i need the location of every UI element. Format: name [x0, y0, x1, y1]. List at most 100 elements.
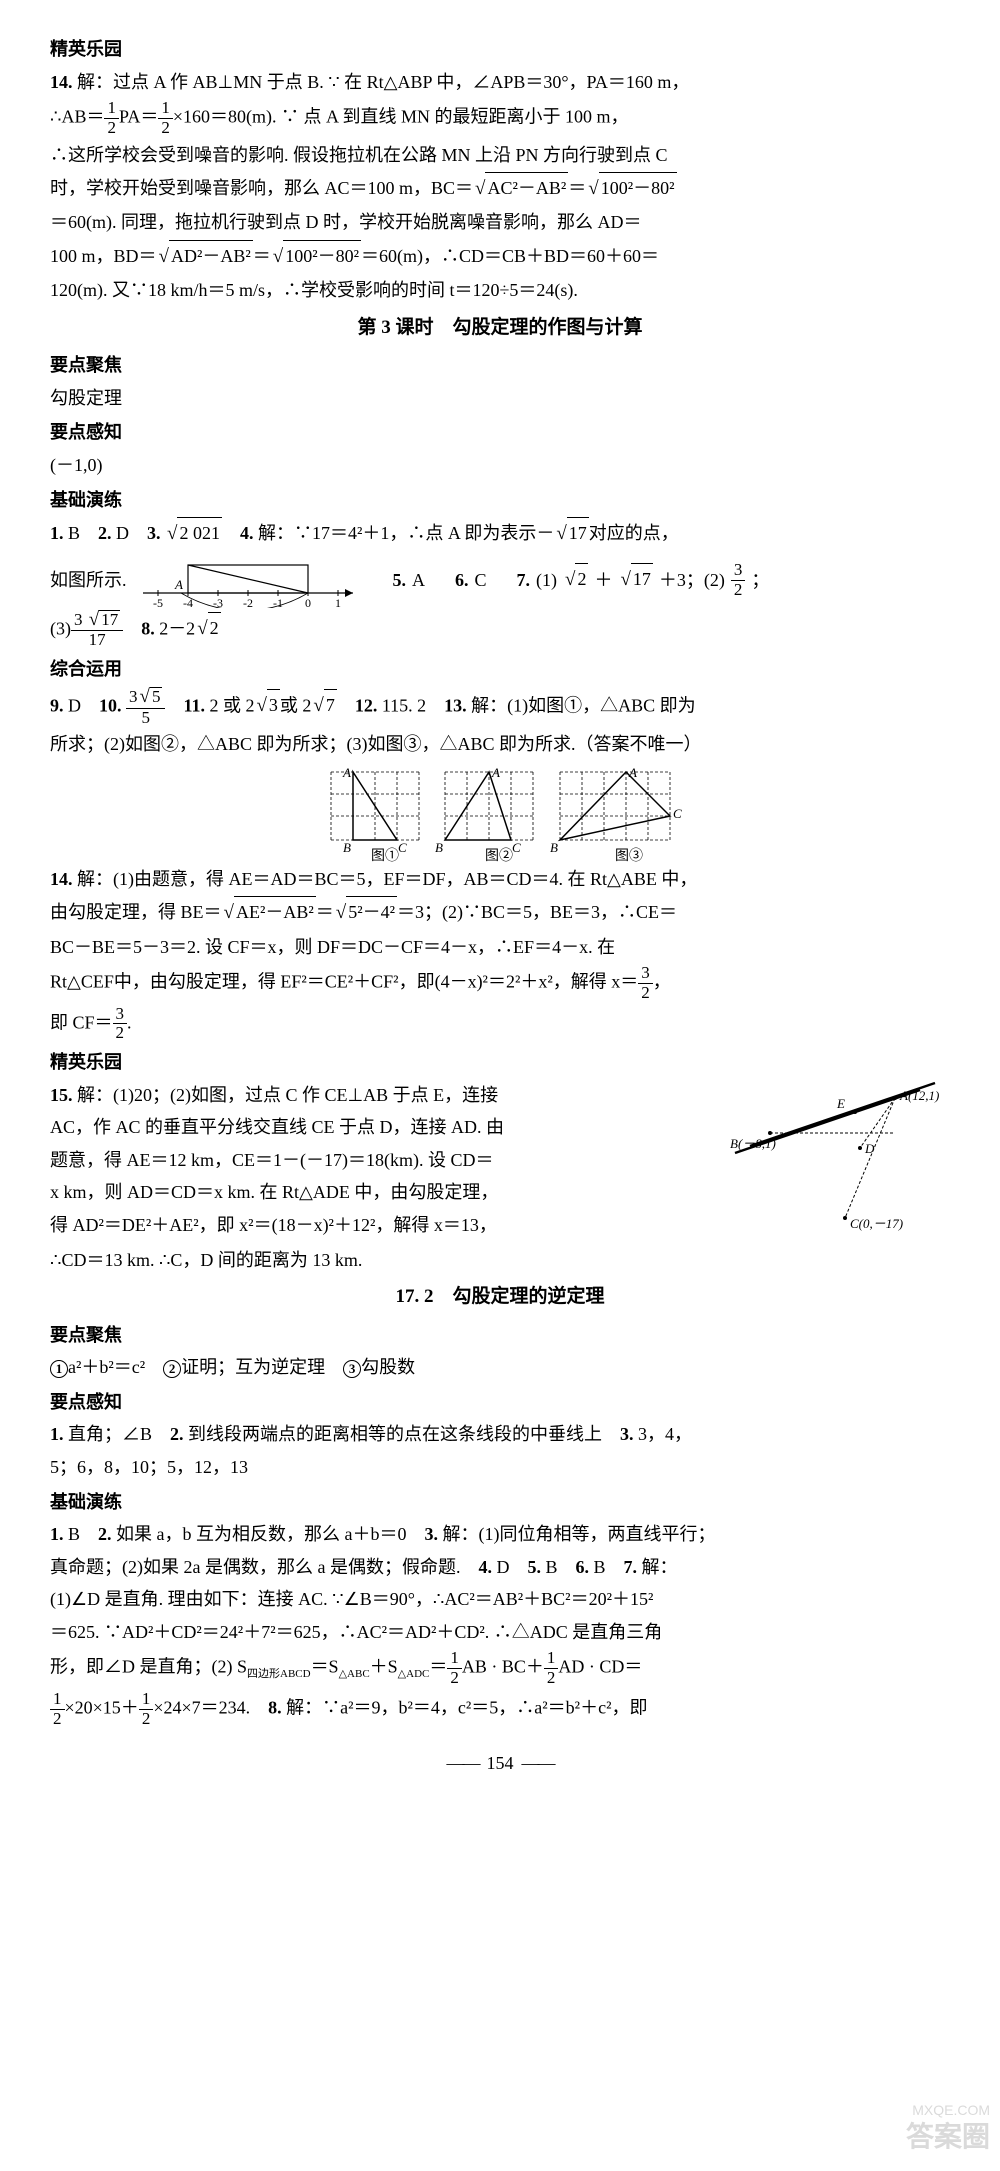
bullet1-icon: 1 [50, 1360, 68, 1378]
a13: 解：(1)如图①，△ABC 即为 [471, 695, 696, 715]
s172-l1b: 如果 a，b 互为相反数，那么 a＋b＝0 [116, 1524, 406, 1544]
a5: A [412, 565, 425, 596]
s172-h2: 要点感知 [50, 1387, 950, 1418]
svg-text:-4: -4 [183, 596, 193, 608]
sqrt17a: 17 [554, 517, 588, 550]
s172-l1c: 解：(1)同位角相等，两直线平行； [443, 1524, 716, 1544]
svg-text:C: C [673, 806, 682, 821]
a8: 2－2 [159, 618, 195, 638]
q14-line2: ∴AB＝12PA＝12×160＝80(m). ∵ 点 A 到直线 MN 的最短距… [50, 99, 950, 137]
grid-fig3: A B C 图③ [545, 762, 685, 862]
svg-text:B(－8,1): B(－8,1) [730, 1136, 776, 1151]
bullet2-icon: 2 [163, 1360, 181, 1378]
s172-sense: 1. 直角；∠B 2. 到线段两端点的距离相等的点在这条线段的中垂线上 3. 3… [50, 1419, 950, 1450]
q15-l3: 题意，得 AE＝12 km，CE＝1－(－17)＝18(km). 设 CD＝ [50, 1145, 710, 1176]
q14-t4a: 时，学校开始受到噪音影响，那么 AC＝100 m，BC＝ [50, 178, 473, 198]
svg-text:-2: -2 [243, 596, 253, 608]
a4b: 对应的点， [589, 523, 679, 543]
a7d: ； [751, 565, 769, 596]
s3c-h: 综合运用 [50, 654, 950, 685]
sqrt7: 7 [311, 689, 336, 722]
section-elite: 精英乐园 [50, 34, 950, 65]
svg-text:图③: 图③ [615, 848, 643, 862]
s172-l6c: ×24×7＝234. [153, 1697, 250, 1717]
svg-text:图②: 图② [485, 848, 513, 862]
svg-text:A: A [342, 765, 351, 780]
svg-text:A: A [491, 765, 500, 780]
frac-1-2f: 12 [139, 1690, 154, 1728]
s172-t1: 直角；∠B [68, 1424, 152, 1444]
q14-line4: 时，学校开始受到噪音影响，那么 AC＝100 m，BC＝AC²－AB²＝100²… [50, 172, 950, 205]
sqrt-100: 100²－80² [586, 172, 676, 205]
q14b-t2b: ＝ [316, 902, 334, 922]
sub3: △ADC [398, 1668, 430, 1680]
svg-text:1: 1 [335, 596, 341, 608]
sqrt2: 2 [563, 563, 588, 596]
svg-text:D: D [864, 1141, 875, 1156]
s172-bullets: 1a²＋b²＝c² 2证明；互为逆定理 3勾股数 [50, 1352, 950, 1383]
grid-fig1: A B C 图① [316, 762, 426, 862]
a7b: ＋ [594, 565, 612, 596]
sqrt-ad: AD²－AB² [157, 240, 253, 273]
s172-l1a: B [68, 1524, 80, 1544]
q14b-l1: 14. 解：(1)由题意，得 AE＝AD＝BC＝5，EF＝DF，AB＝CD＝4.… [50, 864, 950, 895]
numberline-diagram: -5 -4 -3 -2 -1 0 1 A [133, 553, 363, 608]
q14b-t4b: ， [653, 972, 671, 992]
sqrt2021: 2 021 [165, 517, 222, 550]
s172-t2: 到线段两端点的距离相等的点在这条线段的中垂线上 [188, 1424, 602, 1444]
a7a: (1) [536, 565, 557, 596]
s172-l5d: ＝ [429, 1657, 447, 1677]
s172-l5b: ＝S [311, 1657, 339, 1677]
q14-t2b: PA＝ [119, 107, 158, 127]
s172-l2e: 解： [642, 1557, 678, 1577]
q15-diagram: E A(12,1) D B(－8,1) C(0,－17) [720, 1078, 950, 1243]
s172-l2d: B [593, 1557, 605, 1577]
s3c-line2: 所求；(2)如图②，△ABC 即为所求；(3)如图③，△ABC 即为所求.（答案… [50, 729, 950, 760]
s172-l5: 形，即∠D 是直角；(2) S四边形ABCD＝S△ABC＋S△ADC＝12AB … [50, 1649, 950, 1687]
sqrt-100b: 100²－80² [271, 240, 361, 273]
a9: D [68, 695, 81, 715]
a11a: 2 或 2 [209, 695, 254, 715]
a4a: 解：∵17＝4²＋1，∴点 A 即为表示－ [258, 523, 554, 543]
s3c-line1: 9. D 10. 355 11. 2 或 23或 27 12. 115. 2 1… [50, 687, 950, 728]
s172-l6: 12×20×15＋12×24×7＝234. 8. 解：∵a²＝9，b²＝4，c²… [50, 1690, 950, 1728]
a1: B [68, 523, 80, 543]
sub2: △ABC [339, 1668, 370, 1680]
q14-num: 14. [50, 72, 73, 92]
s172-l6b: ×20×15＋ [65, 1697, 139, 1717]
sqrt17b: 17 [618, 563, 652, 596]
q14-line1: 14. 解：过点 A 作 AB⊥MN 于点 B. ∵ 在 Rt△ABP 中，∠A… [50, 67, 950, 98]
s172-t3: 3，4， [638, 1424, 692, 1444]
sqrt-54: 5²－4² [334, 896, 397, 929]
s172-h3: 基础演练 [50, 1487, 950, 1518]
s172-t4: 5；6，8，10；5，12，13 [50, 1452, 950, 1483]
s3-t1: 勾股定理 [50, 383, 950, 414]
s172-l6d: 解：∵a²＝9，b²＝4，c²＝5，∴a²＝b²＋c²，即 [286, 1697, 647, 1717]
s3b-line2: 如图所示. -5 -4 -3 -2 -1 0 1 A 5. A 6. C 7. … [50, 553, 950, 608]
q14-line6: 100 m，BD＝AD²－AB²＝100²－80²＝60(m)，∴CD＝CB＋B… [50, 240, 950, 273]
bullet3-icon: 3 [343, 1360, 361, 1378]
q15-t1: 解：(1)20；(2)如图，过点 C 作 CE⊥AB 于点 E，连接 [77, 1085, 498, 1105]
q14-line3: ∴这所学校会受到噪音的影响. 假设拖拉机在公路 MN 上沿 PN 方向行驶到点 … [50, 140, 950, 171]
q14-t1: 解：过点 A 作 AB⊥MN 于点 B. ∵ 在 Rt△ABP 中，∠APB＝3… [77, 72, 689, 92]
frac-1-2c: 12 [447, 1649, 462, 1687]
q15-l1: 15. 解：(1)20；(2)如图，过点 C 作 CE⊥AB 于点 E，连接 [50, 1080, 710, 1111]
s3-h3: 基础演练 [50, 485, 950, 516]
q14b-t5b: . [127, 1012, 132, 1032]
s172-l2b: D [496, 1557, 509, 1577]
s172-l2: 真命题；(2)如果 2a 是偶数，那么 a 是偶数；假命题. 4. D 5. B… [50, 1552, 950, 1583]
s3b-l2a: 如图所示. [50, 565, 127, 596]
q14b-l4: Rt△CEF中，由勾股定理，得 EF²＝CE²＋CF²，即(4－x)²＝2²＋x… [50, 964, 950, 1002]
frac-1-2d: 12 [544, 1649, 559, 1687]
b1: a²＋b²＝c² [68, 1357, 145, 1377]
b2: 证明；互为逆定理 [181, 1357, 325, 1377]
svg-text:-3: -3 [213, 596, 223, 608]
q14-t6a: 100 m，BD＝ [50, 246, 157, 266]
q14-line5: ＝60(m). 同理，拖拉机行驶到点 D 时，学校开始脱离噪音影响，那么 AD＝ [50, 207, 950, 238]
s3b-line3: (3)3 1717 8. 2－22 [50, 610, 950, 651]
q14b-t1: 解：(1)由题意，得 AE＝AD＝BC＝5，EF＝DF，AB＝CD＝4. 在 R… [77, 869, 697, 889]
q15-l4: x km，则 AD＝CD＝x km. 在 Rt△ADE 中，由勾股定理， [50, 1177, 710, 1208]
s172-l5a: 形，即∠D 是直角；(2) S [50, 1657, 247, 1677]
svg-text:A: A [628, 765, 637, 780]
q14-t4b: ＝ [568, 178, 586, 198]
